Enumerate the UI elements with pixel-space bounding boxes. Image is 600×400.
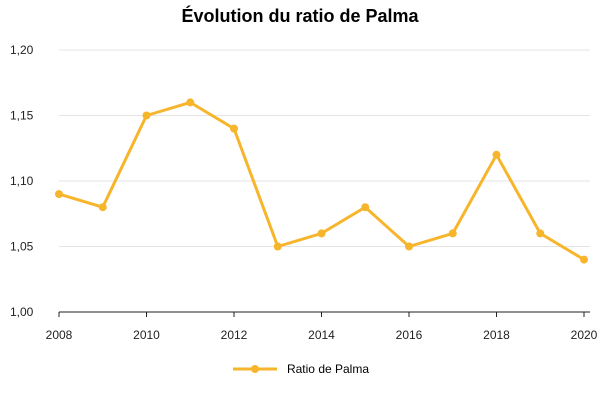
data-point[interactable] [492,150,501,159]
chart-title: Évolution du ratio de Palma [181,6,419,26]
x-tick-label: 2020 [571,328,598,342]
data-point[interactable] [405,242,413,251]
data-point[interactable] [580,255,588,264]
x-tick-label: 2014 [308,328,335,342]
y-tick-label: 1,05 [10,240,34,254]
y-tick-label: 1,20 [10,43,34,57]
data-point[interactable] [98,203,107,212]
legend-swatch-icon [232,365,277,373]
axes [58,311,590,317]
legend-item[interactable]: Ratio de Palma [231,362,369,376]
data-point[interactable] [361,203,370,212]
x-tick-labels: 2008 2010 2012 2014 2016 2018 2020 [46,328,598,342]
legend: Ratio de Palma [0,362,600,378]
y-tick-label: 1,15 [10,109,34,123]
y-tick-labels: 1,00 1,05 1,10 1,15 1,20 [10,43,34,319]
data-point[interactable] [55,190,63,199]
x-tick-label: 2016 [396,328,423,342]
data-point[interactable] [186,98,195,107]
data-point[interactable] [317,229,326,238]
x-tick-label: 2012 [221,328,248,342]
data-point[interactable] [142,111,151,120]
x-tick-label: 2010 [133,328,160,342]
x-tick-label: 2008 [46,328,73,342]
data-point[interactable] [448,229,457,238]
data-point[interactable] [536,229,545,238]
y-tick-label: 1,10 [10,174,34,188]
legend-label: Ratio de Palma [286,362,370,376]
x-tick-label: 2018 [483,328,510,342]
data-point[interactable] [230,124,238,133]
y-tick-label: 1,00 [10,305,34,319]
data-points [55,98,588,264]
data-point[interactable] [273,242,282,251]
grid-lines [59,49,590,247]
